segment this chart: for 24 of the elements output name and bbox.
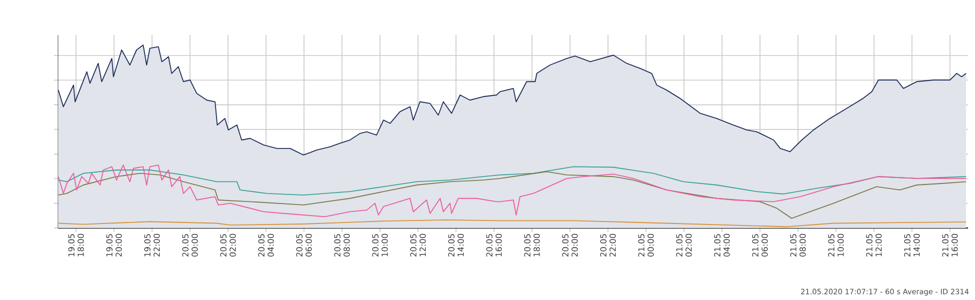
- x-tick-label: 19.05 18:00: [68, 234, 84, 256]
- x-tick-label: 21.05 08:00: [790, 234, 806, 257]
- x-tick-label: 20.05 20:00: [562, 234, 578, 257]
- x-tick-label: 20.05 02:00: [220, 234, 236, 257]
- x-tick-label: 20.05 08:00: [334, 234, 350, 257]
- x-tick-label: 20.05 06:00: [296, 234, 312, 257]
- x-tick-label: 21.05 16:00: [942, 234, 958, 257]
- x-tick-label: 20.05 22:00: [600, 234, 616, 257]
- x-tick-label: 20.05 16:00: [486, 234, 502, 257]
- x-tick-label: 20.05 14:00: [448, 234, 464, 257]
- x-tick-label: 21.05 12:00: [866, 234, 882, 257]
- x-tick-label: 21.05 14:00: [904, 234, 920, 257]
- x-tick-label: 20.05 04:00: [258, 234, 274, 257]
- x-tick-label: 20.05 18:00: [524, 234, 540, 257]
- x-tick-label: 19.05 20:00: [106, 234, 122, 257]
- x-tick-label: 19.05 22:00: [144, 234, 160, 257]
- x-tick-label: 20.05 00:00: [182, 234, 198, 257]
- x-tick-label: 21.05 02:00: [676, 234, 692, 257]
- x-tick-label: 20.05 10:00: [372, 234, 388, 257]
- x-tick-label: 21.05 00:00: [638, 234, 654, 257]
- x-tick-label: 20.05 12:00: [410, 234, 426, 257]
- x-tick-label: 21.05 04:00: [714, 234, 730, 257]
- x-tick-label: 21.05 10:00: [828, 234, 844, 257]
- x-tick-label: 21.05 06:00: [752, 234, 768, 257]
